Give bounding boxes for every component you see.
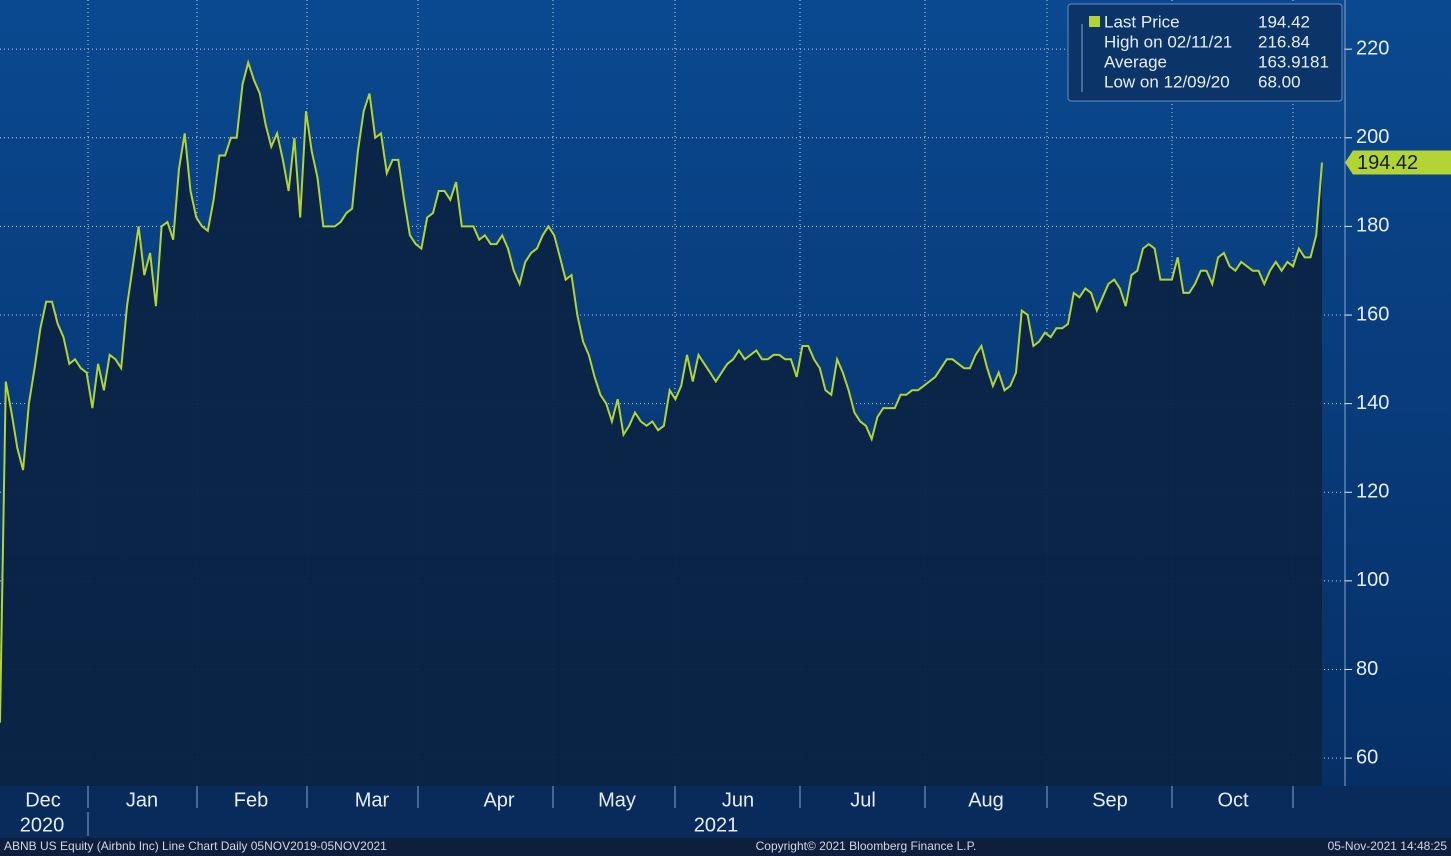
- last-price-tag: [1345, 150, 1451, 175]
- x-tick-label: Oct: [1217, 789, 1249, 811]
- plot: [0, 58, 1323, 786]
- y-tick-label: 200: [1356, 126, 1389, 148]
- legend-label: High on 02/11/21: [1104, 32, 1232, 51]
- y-tick-label: 100: [1356, 569, 1389, 591]
- x-tick-label: Apr: [483, 789, 514, 811]
- legend-value: 216.84: [1258, 32, 1310, 51]
- year-label: 2020: [20, 814, 65, 836]
- x-tick-label: Mar: [355, 789, 390, 811]
- price-line: [0, 58, 1323, 723]
- footer-band: [0, 838, 1451, 856]
- legend-label: Last Price: [1104, 12, 1180, 31]
- legend-swatch: [1089, 16, 1100, 27]
- x-axis-band: [0, 786, 1451, 838]
- legend: Last Price 194.42 High on 02/11/21 216.84 Av…: [1067, 3, 1343, 102]
- y-tick-label: 140: [1356, 392, 1389, 414]
- x-tick-label: Jun: [722, 789, 754, 811]
- footer-center: Copyright© 2021 Bloomberg Finance L.P.: [756, 839, 977, 853]
- y-tick-label: 80: [1356, 658, 1378, 680]
- x-tick-label: Feb: [234, 789, 268, 811]
- legend-label: Average: [1104, 52, 1167, 71]
- x-tick-label: Jan: [126, 789, 158, 811]
- y-tick-label: 120: [1356, 481, 1389, 503]
- legend-value: 194.42: [1258, 12, 1310, 31]
- x-tick-label: Dec: [25, 789, 61, 811]
- y-tick-label: 160: [1356, 303, 1389, 325]
- last-price-label: 194.42: [1357, 152, 1418, 174]
- legend-label: Low on 12/09/20: [1104, 72, 1230, 91]
- footer-right: 05-Nov-2021 14:48:25: [1328, 839, 1448, 853]
- footer-left: ABNB US Equity (Airbnb Inc) Line Chart D…: [4, 839, 387, 853]
- x-tick-label: Sep: [1092, 789, 1128, 811]
- y-tick-label: 180: [1356, 215, 1389, 237]
- axes: 60 80 100 120 140 160 180 200 220 Dec Jan Feb Mar Apr…: [20, 0, 1451, 836]
- y-tick-label: 60: [1356, 746, 1378, 768]
- legend-value: 163.9181: [1258, 52, 1329, 71]
- x-tick-label: Jul: [850, 789, 876, 811]
- x-tick-label: May: [598, 789, 636, 811]
- x-tick-label: Aug: [968, 789, 1004, 811]
- legend-box: [1067, 3, 1343, 102]
- year-label: 2021: [694, 814, 739, 836]
- legend-value: 68.00: [1258, 72, 1301, 91]
- area: [0, 62, 1322, 786]
- y-tick-label: 220: [1356, 37, 1389, 59]
